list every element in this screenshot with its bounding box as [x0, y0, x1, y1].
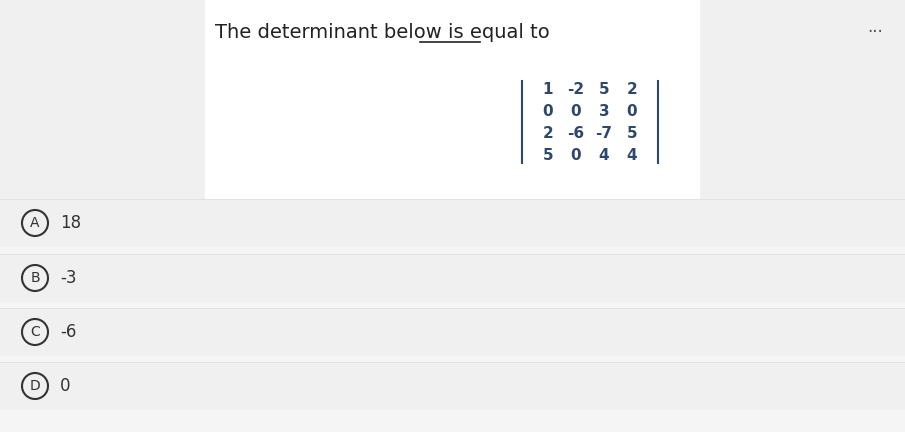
- Text: 0: 0: [543, 104, 553, 118]
- Text: D: D: [30, 379, 41, 393]
- Text: ...: ...: [867, 18, 883, 36]
- FancyBboxPatch shape: [0, 0, 905, 232]
- Text: 1: 1: [543, 82, 553, 96]
- Text: 0: 0: [60, 377, 71, 395]
- Text: 2: 2: [543, 126, 553, 140]
- Text: -3: -3: [60, 269, 77, 287]
- Text: 4: 4: [599, 147, 609, 162]
- Text: 5: 5: [599, 82, 609, 96]
- Text: 18: 18: [60, 214, 81, 232]
- Text: B: B: [30, 271, 40, 285]
- Text: A: A: [30, 216, 40, 230]
- Text: 3: 3: [599, 104, 609, 118]
- Text: C: C: [30, 325, 40, 339]
- Text: 5: 5: [626, 126, 637, 140]
- Text: 0: 0: [571, 104, 581, 118]
- Text: -7: -7: [595, 126, 613, 140]
- FancyBboxPatch shape: [700, 0, 905, 232]
- FancyBboxPatch shape: [0, 362, 905, 410]
- Text: 0: 0: [626, 104, 637, 118]
- Text: 4: 4: [626, 147, 637, 162]
- Text: 2: 2: [626, 82, 637, 96]
- Text: -6: -6: [567, 126, 585, 140]
- FancyBboxPatch shape: [0, 254, 905, 302]
- Text: The determinant below is equal to: The determinant below is equal to: [215, 23, 549, 42]
- Text: -2: -2: [567, 82, 585, 96]
- Text: 5: 5: [543, 147, 553, 162]
- FancyBboxPatch shape: [0, 199, 905, 247]
- Text: -6: -6: [60, 323, 76, 341]
- Text: 0: 0: [571, 147, 581, 162]
- FancyBboxPatch shape: [0, 0, 205, 232]
- FancyBboxPatch shape: [0, 308, 905, 356]
